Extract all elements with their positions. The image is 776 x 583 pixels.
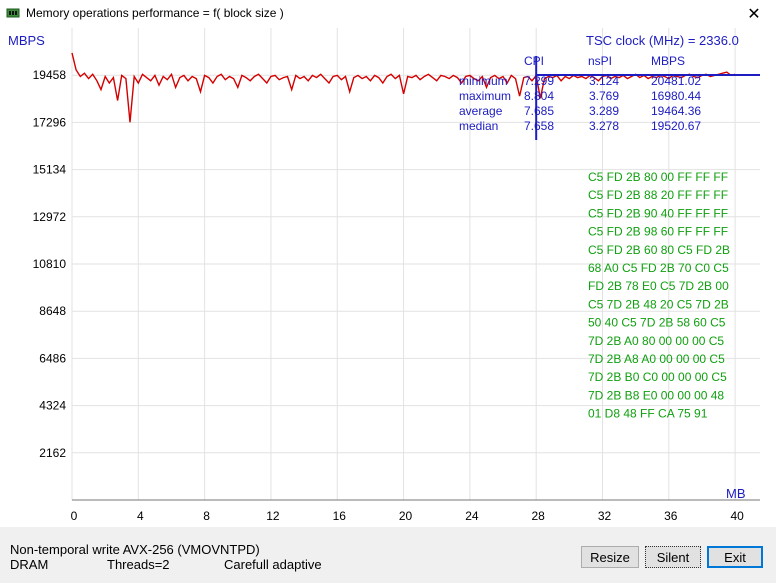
minimum-cpi: 7.299 xyxy=(524,74,554,88)
x-tick-label: 0 xyxy=(71,509,78,523)
x-tick-label: 24 xyxy=(465,509,479,523)
close-button[interactable]: ✕ xyxy=(732,0,776,28)
exit-button[interactable]: Exit xyxy=(707,546,763,568)
median-mbps: 19520.67 xyxy=(651,119,701,133)
hex-line: C5 FD 2B 60 80 C5 FD 2B xyxy=(588,243,730,257)
hex-line: 50 40 C5 7D 2B 58 60 C5 xyxy=(588,316,726,330)
minimum-nspi: 3.124 xyxy=(589,74,619,88)
silent-button[interactable]: Silent xyxy=(645,546,701,568)
threads-count: Threads=2 xyxy=(107,557,170,572)
x-tick-label: 12 xyxy=(266,509,280,523)
hex-line: 7D 2B B0 C0 00 00 00 C5 xyxy=(588,370,727,384)
average-cpi: 7.685 xyxy=(524,104,554,118)
benchmark-method: Non-temporal write AVX-256 (VMOVNTPD) xyxy=(10,542,260,557)
x-tick-label: 40 xyxy=(730,509,744,523)
x-tick-label: 32 xyxy=(598,509,612,523)
hex-line: FD 2B 78 E0 C5 7D 2B 00 xyxy=(588,279,729,293)
performance-chart: 2162 4324 6486 8648 10810 12972 15134 17296 1945… xyxy=(8,28,760,523)
x-tick-labels: 0 4 8 12 16 20 24 28 32 36 40 xyxy=(71,509,744,523)
average-mbps: 19464.36 xyxy=(651,104,701,118)
x-axis-label: MB xyxy=(726,486,746,501)
x-tick-label: 28 xyxy=(532,509,546,523)
header-cpi: CPI xyxy=(524,54,544,68)
mode-label: Carefull adaptive xyxy=(224,557,322,572)
median-nspi: 3.278 xyxy=(589,119,619,133)
hex-line: C5 FD 2B 90 40 FF FF FF xyxy=(588,206,728,220)
hex-line: 7D 2B A8 A0 00 00 00 C5 xyxy=(588,352,725,366)
y-tick-label: 12972 xyxy=(33,210,67,224)
y-tick-labels: 2162 4324 6486 8648 10810 12972 15134 17296 1945… xyxy=(33,68,67,460)
row-label-average: average xyxy=(459,104,503,118)
average-nspi: 3.289 xyxy=(589,104,619,118)
row-label-maximum: maximum xyxy=(459,89,511,103)
resize-button[interactable]: Resize xyxy=(581,546,639,568)
close-icon: ✕ xyxy=(747,6,761,23)
row-label-minimum: minimum xyxy=(459,74,508,88)
x-tick-label: 4 xyxy=(137,509,144,523)
x-tick-label: 16 xyxy=(333,509,347,523)
header-nspi: nsPI xyxy=(588,54,612,68)
hex-line: C5 FD 2B 98 60 FF FF FF xyxy=(588,225,728,239)
maximum-mbps: 16980.44 xyxy=(651,89,701,103)
row-label-median: median xyxy=(459,119,498,133)
y-tick-label: 15134 xyxy=(33,163,67,177)
hex-line: 01 D8 48 FF CA 75 91 xyxy=(588,407,708,421)
y-tick-label: 6486 xyxy=(39,351,66,365)
hex-line: C5 7D 2B 48 20 C5 7D 2B xyxy=(588,297,729,311)
x-tick-label: 36 xyxy=(664,509,678,523)
maximum-cpi: 8.804 xyxy=(524,89,554,103)
hex-line: 68 A0 C5 FD 2B 70 C0 C5 xyxy=(588,261,729,275)
memory-target: DRAM xyxy=(10,557,49,572)
y-tick-label: 19458 xyxy=(33,68,67,82)
y-tick-label: 2162 xyxy=(39,446,66,460)
maximum-nspi: 3.769 xyxy=(589,89,619,103)
y-tick-label: 4324 xyxy=(39,399,66,413)
tsc-clock-label: TSC clock (MHz) = 2336.0 xyxy=(586,33,739,48)
y-tick-label: 10810 xyxy=(33,257,67,271)
memory-chip-icon xyxy=(6,8,20,18)
x-tick-label: 8 xyxy=(203,509,210,523)
hex-line: C5 FD 2B 88 20 FF FF FF xyxy=(588,188,728,202)
instruction-hex-dump: C5 FD 2B 80 00 FF FF FF C5 FD 2B 88 20 FF… xyxy=(588,170,730,421)
header-mbps: MBPS xyxy=(651,54,685,68)
y-axis-label: MBPS xyxy=(8,33,45,48)
hex-line: 7D 2B A0 80 00 00 00 C5 xyxy=(588,334,724,348)
hex-line: C5 FD 2B 80 00 FF FF FF xyxy=(588,170,728,184)
chart-area: 2162 4324 6486 8648 10810 12972 15134 17296 1945… xyxy=(0,28,776,527)
series-line xyxy=(71,52,736,123)
median-cpi: 7.658 xyxy=(524,119,554,133)
y-tick-label: 8648 xyxy=(39,304,66,318)
y-tick-label: 17296 xyxy=(33,115,67,129)
hex-line: 7D 2B B8 E0 00 00 00 48 xyxy=(588,388,724,402)
x-tick-label: 20 xyxy=(399,509,413,523)
title-bar: Memory operations performance = f( block… xyxy=(0,0,776,28)
minimum-mbps: 20481.02 xyxy=(651,74,701,88)
window-title: Memory operations performance = f( block… xyxy=(26,6,284,20)
